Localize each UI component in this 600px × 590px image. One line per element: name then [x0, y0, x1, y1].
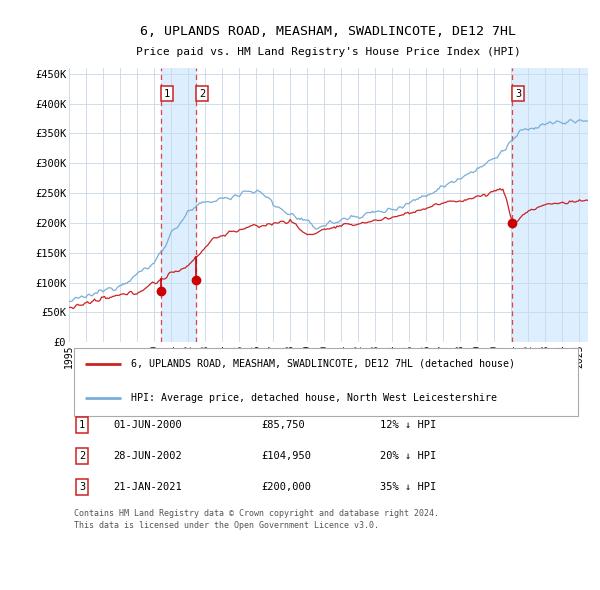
Text: 2: 2	[199, 88, 205, 99]
Text: 3: 3	[515, 88, 521, 99]
Text: 28-JUN-2002: 28-JUN-2002	[113, 451, 182, 461]
Text: 6, UPLANDS ROAD, MEASHAM, SWADLINCOTE, DE12 7HL: 6, UPLANDS ROAD, MEASHAM, SWADLINCOTE, D…	[140, 25, 517, 38]
Text: Price paid vs. HM Land Registry's House Price Index (HPI): Price paid vs. HM Land Registry's House …	[136, 47, 521, 57]
Text: 6, UPLANDS ROAD, MEASHAM, SWADLINCOTE, DE12 7HL (detached house): 6, UPLANDS ROAD, MEASHAM, SWADLINCOTE, D…	[131, 359, 515, 369]
Text: 21-JAN-2021: 21-JAN-2021	[113, 482, 182, 492]
Bar	[512, 68, 588, 342]
Text: HPI: Average price, detached house, North West Leicestershire: HPI: Average price, detached house, Nort…	[131, 394, 497, 403]
Text: £104,950: £104,950	[261, 451, 311, 461]
Bar	[161, 68, 196, 342]
Text: £200,000: £200,000	[261, 482, 311, 492]
FancyBboxPatch shape	[74, 348, 578, 416]
Text: 2: 2	[79, 451, 85, 461]
Text: £85,750: £85,750	[261, 420, 305, 430]
Text: 35% ↓ HPI: 35% ↓ HPI	[380, 482, 437, 492]
Text: 01-JUN-2000: 01-JUN-2000	[113, 420, 182, 430]
Text: 3: 3	[79, 482, 85, 492]
Text: Contains HM Land Registry data © Crown copyright and database right 2024.: Contains HM Land Registry data © Crown c…	[74, 509, 439, 518]
Text: 20% ↓ HPI: 20% ↓ HPI	[380, 451, 437, 461]
Text: 1: 1	[164, 88, 170, 99]
Text: 1: 1	[79, 420, 85, 430]
Text: This data is licensed under the Open Government Licence v3.0.: This data is licensed under the Open Gov…	[74, 520, 379, 530]
Text: 12% ↓ HPI: 12% ↓ HPI	[380, 420, 437, 430]
